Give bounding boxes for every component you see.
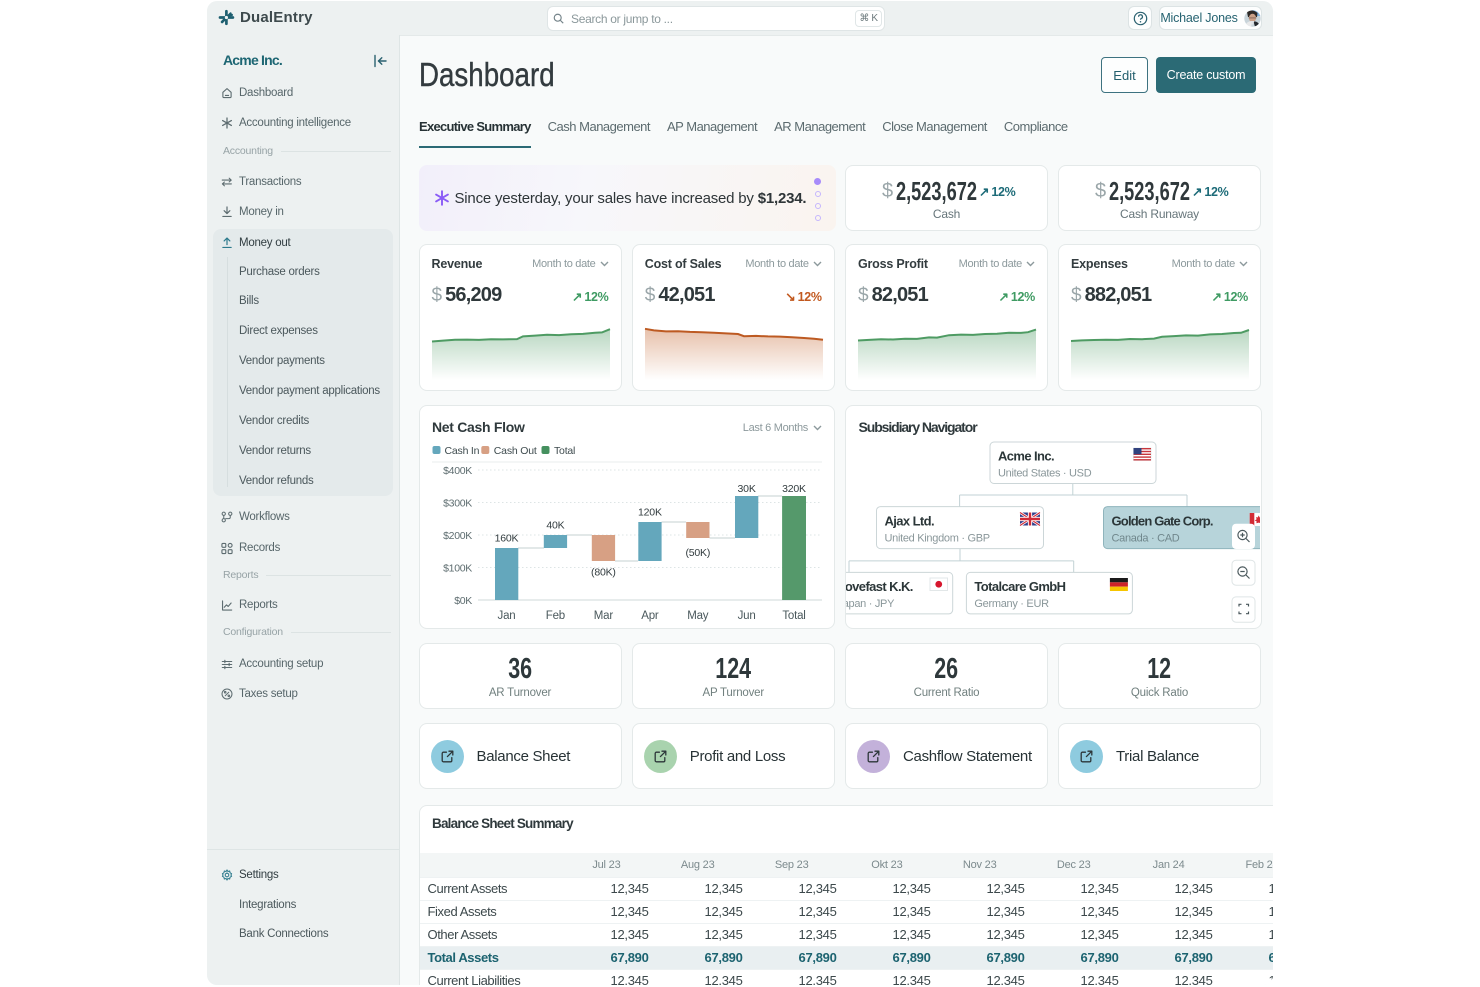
- svg-text:Apr: Apr: [641, 610, 659, 622]
- svg-text:Jan: Jan: [497, 610, 515, 622]
- svg-text:Japan · JPY: Japan · JPY: [846, 598, 895, 610]
- svg-text:Cash Out: Cash Out: [493, 445, 536, 457]
- svg-text:$300K: $300K: [443, 497, 472, 509]
- svg-text:Jun: Jun: [737, 610, 755, 622]
- svg-text:Feb: Feb: [545, 610, 564, 622]
- svg-text:Lovefast K.K.: Lovefast K.K.: [846, 579, 913, 594]
- svg-text:(80K): (80K): [591, 566, 616, 578]
- svg-text:Germany · EUR: Germany · EUR: [974, 598, 1049, 610]
- svg-text:30K: 30K: [737, 483, 755, 495]
- svg-text:$0K: $0K: [454, 595, 472, 607]
- svg-text:Cash In: Cash In: [444, 445, 479, 457]
- svg-text:160K: 160K: [494, 532, 518, 544]
- svg-text:$400K: $400K: [443, 465, 472, 477]
- svg-text:320K: 320K: [782, 483, 806, 495]
- svg-text:Mar: Mar: [593, 610, 613, 622]
- svg-text:Total: Total: [554, 445, 575, 457]
- svg-text:Total: Total: [782, 610, 805, 622]
- svg-text:Acme Inc.: Acme Inc.: [998, 448, 1054, 463]
- svg-text:(50K): (50K): [685, 547, 710, 559]
- svg-text:Canada · CAD: Canada · CAD: [1112, 532, 1180, 544]
- svg-text:40K: 40K: [546, 519, 564, 531]
- svg-text:United Kingdom · GBP: United Kingdom · GBP: [885, 532, 990, 544]
- svg-text:120K: 120K: [638, 506, 662, 518]
- svg-text:$200K: $200K: [443, 530, 472, 542]
- svg-text:May: May: [687, 610, 709, 622]
- svg-text:Golden Gate Corp.: Golden Gate Corp.: [1112, 513, 1213, 528]
- svg-text:United States · USD: United States · USD: [998, 467, 1092, 479]
- svg-text:$100K: $100K: [443, 562, 472, 574]
- svg-text:Totalcare GmbH: Totalcare GmbH: [974, 579, 1065, 594]
- svg-text:Ajax Ltd.: Ajax Ltd.: [885, 513, 935, 528]
